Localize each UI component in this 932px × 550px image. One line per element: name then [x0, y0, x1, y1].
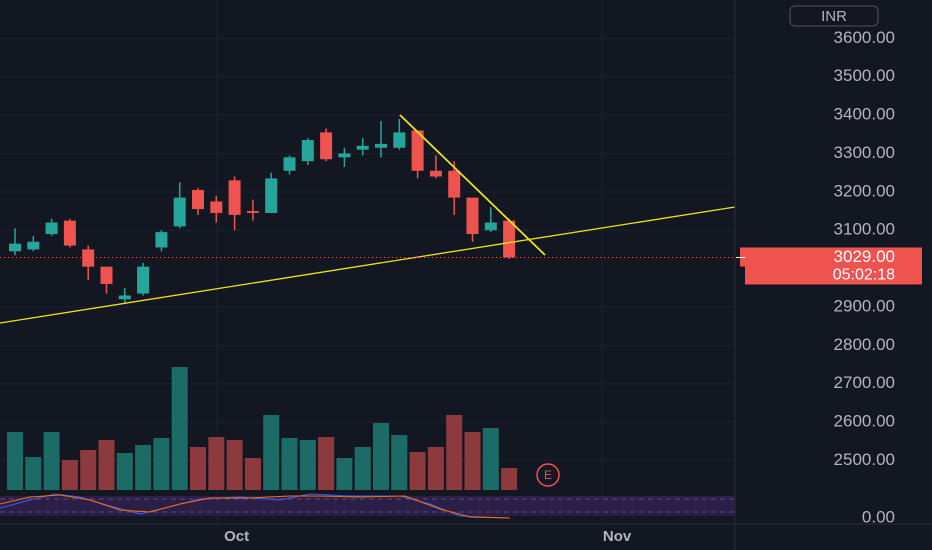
- volume-bar: [7, 432, 23, 490]
- volume-bar: [171, 367, 188, 490]
- candle-body: [173, 197, 186, 227]
- candle-body: [137, 266, 150, 294]
- candle-body: [100, 266, 113, 284]
- volume-bar: [336, 458, 353, 490]
- candle-body: [228, 180, 241, 215]
- candle-body: [484, 222, 497, 231]
- trendline: [0, 206, 736, 324]
- volume-bar: [244, 458, 261, 490]
- candle-body: [82, 249, 95, 267]
- candle-body: [192, 189, 204, 210]
- earnings-label: E: [544, 468, 552, 482]
- volume-bar: [391, 435, 408, 490]
- volume-bar: [501, 468, 518, 490]
- y-tick-label: 2900.00: [834, 296, 895, 315]
- volume-bar: [80, 450, 97, 490]
- candle-body: [411, 130, 424, 171]
- volume-bar: [135, 445, 152, 490]
- volume-bar: [25, 457, 42, 490]
- last-price-label: 3029.00: [834, 247, 895, 266]
- countdown-label: 05:02:18: [833, 267, 895, 284]
- y-tick-label: 3600.00: [834, 28, 895, 47]
- y-tick-label: 2800.00: [834, 335, 895, 354]
- volume-bar: [153, 438, 170, 490]
- volume-bar: [43, 432, 60, 490]
- candle-body: [466, 197, 479, 235]
- currency-label: INR: [821, 8, 847, 25]
- candle-body: [63, 220, 76, 246]
- indicator-axis-label: 0.00: [862, 507, 895, 526]
- candle-body: [448, 170, 461, 198]
- last-price-box: [740, 247, 922, 267]
- candle-body: [429, 170, 442, 177]
- candle-body: [265, 178, 278, 213]
- volume-bar: [226, 440, 243, 490]
- candle-body: [118, 295, 131, 300]
- y-tick-label: 2600.00: [834, 412, 895, 431]
- volume-bar: [427, 447, 444, 490]
- volume-bar: [318, 437, 335, 490]
- candle-body: [301, 140, 314, 162]
- countdown-box: [745, 266, 922, 285]
- y-tick-label: 3400.00: [834, 105, 895, 124]
- y-tick-label: 3100.00: [834, 220, 895, 239]
- candle-body: [27, 241, 40, 250]
- candle-body: [393, 132, 406, 148]
- volume-bar: [446, 415, 463, 490]
- currency-button[interactable]: [789, 5, 879, 27]
- volume-bar: [116, 453, 133, 490]
- candle-body: [356, 145, 369, 150]
- y-tick-label: 3300.00: [834, 143, 895, 162]
- marks: [7, 118, 518, 490]
- volume-bar: [281, 438, 298, 490]
- candle-body: [9, 243, 21, 252]
- indicator-band: [0, 496, 735, 516]
- candle-body: [283, 157, 296, 171]
- volume-bar: [98, 440, 115, 490]
- volume-bar: [354, 447, 371, 490]
- candle-body: [210, 201, 223, 213]
- indicator-line: [0, 494, 511, 519]
- candle-body: [155, 232, 168, 248]
- trendline: [399, 114, 546, 256]
- grid: [0, 37, 735, 461]
- volume-bar: [61, 460, 78, 490]
- volume-bar: [299, 440, 316, 490]
- candle-body: [503, 220, 516, 258]
- y-tick-label: 3500.00: [834, 66, 895, 85]
- candle-body: [375, 143, 387, 148]
- y-tick-label: 2500.00: [834, 450, 895, 469]
- x-tick-label: Oct: [224, 528, 249, 545]
- volume-bar: [190, 447, 206, 490]
- volume-bar: [263, 415, 280, 490]
- candle-body: [45, 222, 58, 235]
- y-tick-label: 3200.00: [834, 181, 895, 200]
- x-tick-label: Nov: [603, 528, 632, 545]
- candle-body: [246, 211, 259, 213]
- volume-bar: [208, 437, 225, 490]
- y-tick-label: 2700.00: [834, 373, 895, 392]
- volume-bar: [464, 432, 481, 490]
- candle-body: [320, 132, 333, 160]
- volume-bar: [482, 428, 499, 490]
- earnings-marker[interactable]: [536, 463, 560, 487]
- candle-body: [338, 153, 351, 158]
- volume-bar: [373, 423, 389, 490]
- volume-bar: [409, 452, 426, 490]
